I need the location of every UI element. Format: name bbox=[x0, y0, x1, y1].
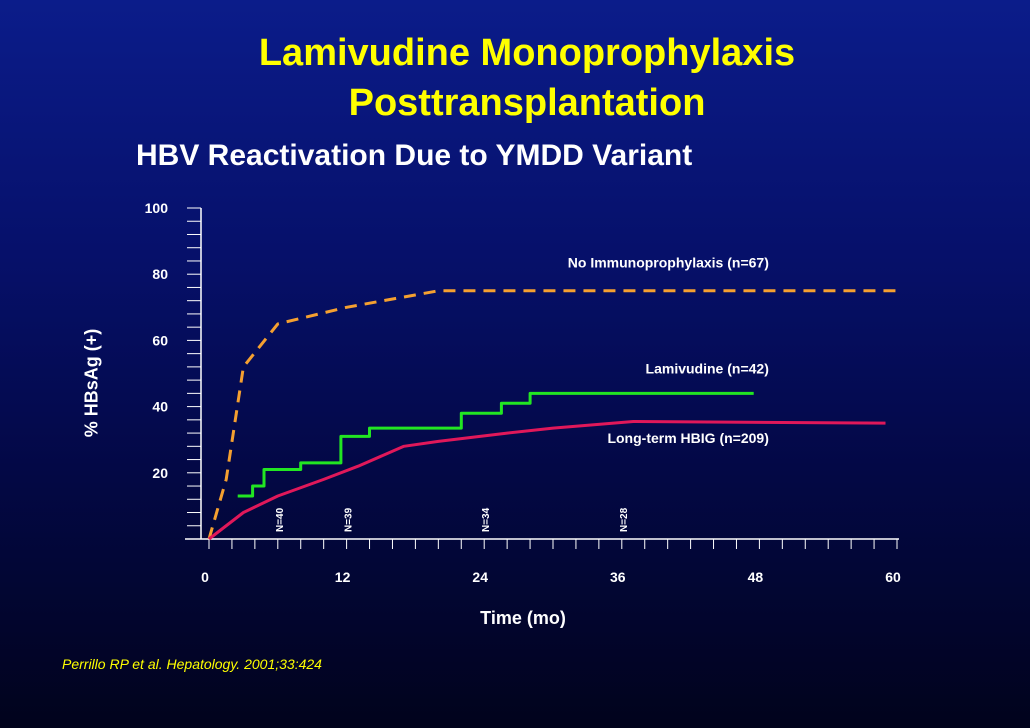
x-tick-label: 0 bbox=[201, 569, 209, 585]
x-tick-label: 60 bbox=[885, 569, 901, 585]
title-line-1: Lamivudine Monoprophylaxis bbox=[258, 32, 796, 74]
citation: Perrillo RP et al. Hepatology. 2001;33:4… bbox=[62, 656, 322, 672]
sample-size-label: N=28 bbox=[619, 507, 630, 532]
x-tick-label: 36 bbox=[610, 569, 626, 585]
x-tick-label: 24 bbox=[472, 569, 488, 585]
y-tick-label: 100 bbox=[145, 200, 169, 216]
sample-size-label: N=34 bbox=[481, 507, 492, 532]
y-tick-label: 20 bbox=[152, 465, 168, 481]
series-line-3 bbox=[208, 420, 886, 541]
y-tick-label: 40 bbox=[152, 399, 168, 415]
series-line-1 bbox=[207, 289, 897, 540]
x-tick-label: 48 bbox=[748, 569, 764, 585]
y-tick-label: 80 bbox=[152, 266, 168, 282]
x-tick-label: 12 bbox=[335, 569, 351, 585]
series-line-2 bbox=[237, 391, 754, 498]
sample-size-label: N=39 bbox=[344, 507, 355, 532]
y-axis-label: % HBsAg (+) bbox=[81, 328, 102, 438]
y-tick-label: 60 bbox=[152, 332, 168, 348]
x-axis-label: Time (mo) bbox=[480, 608, 566, 628]
series-label-2: Lamivudine (n=42) bbox=[646, 361, 769, 377]
title-line-2: Posttransplantation bbox=[348, 82, 706, 124]
chart-subtitle: HBV Reactivation Due to YMDD Variant bbox=[136, 139, 693, 172]
series-label-3: Long-term HBIG (n=209) bbox=[607, 430, 768, 446]
series-label-1: No Immunoprophylaxis (n=67) bbox=[568, 255, 769, 271]
sample-size-label: N=40 bbox=[275, 507, 286, 532]
